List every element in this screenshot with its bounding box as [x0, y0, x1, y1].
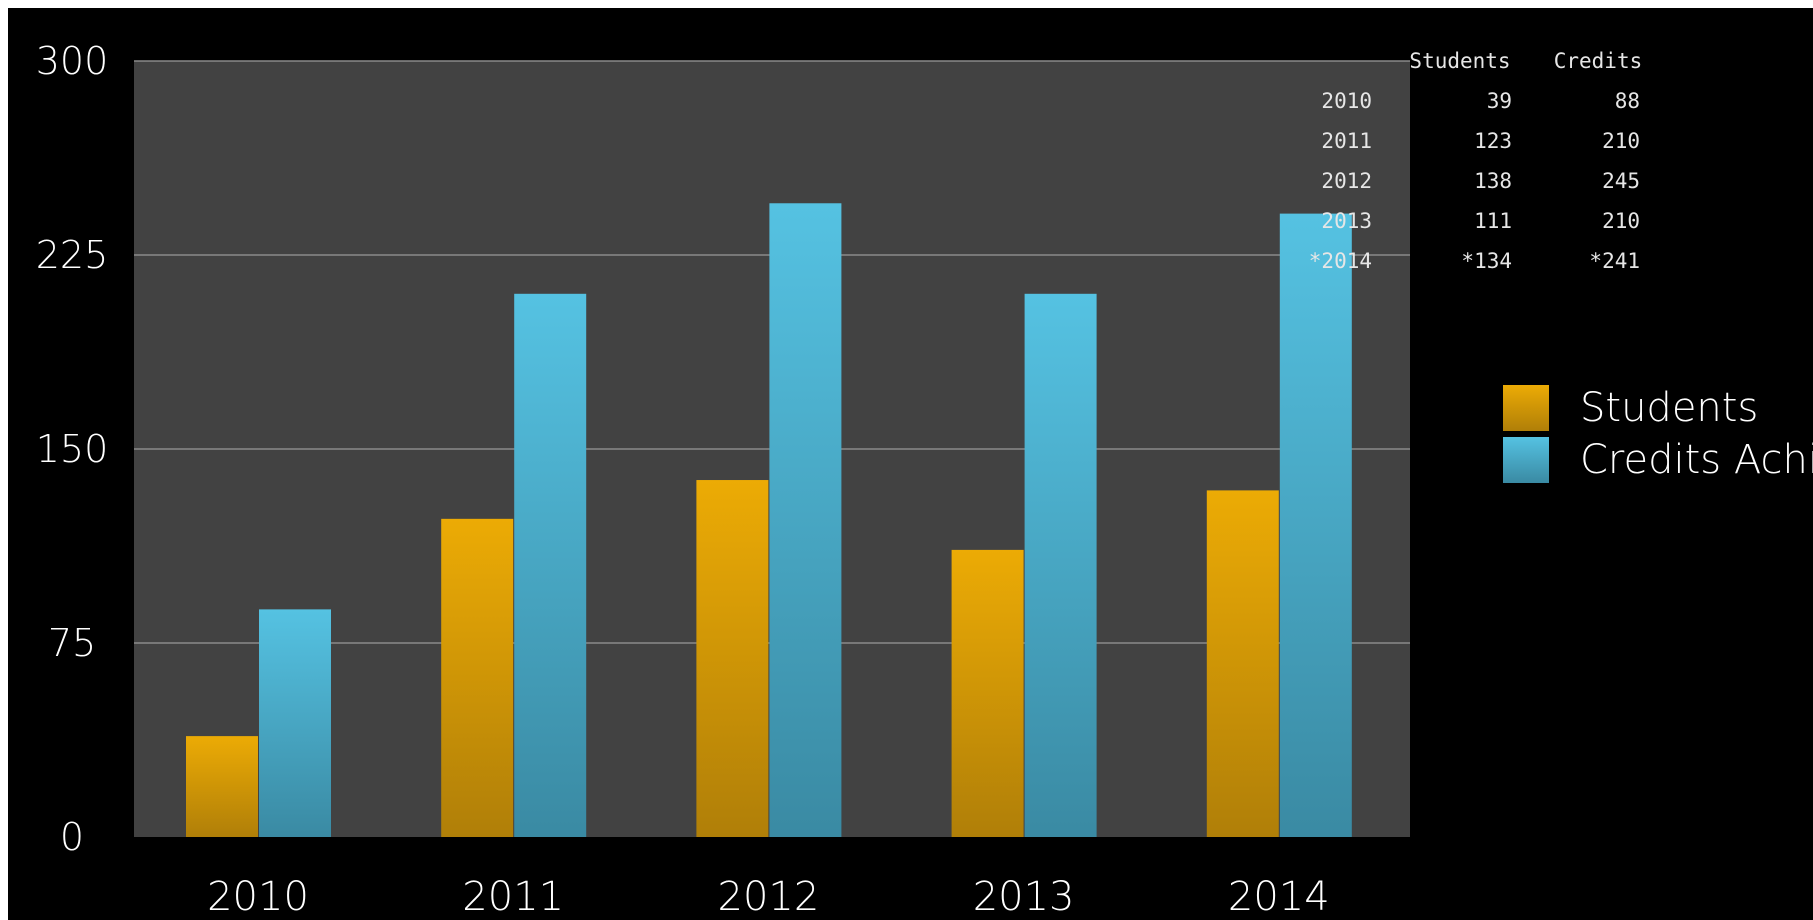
- bar-students-2012: [696, 480, 769, 837]
- table-cell-students: 39: [1487, 89, 1512, 113]
- table-cell-credits: 245: [1602, 169, 1640, 193]
- bar-credits-achi-2011: [514, 293, 587, 837]
- table-cell-students: 111: [1474, 209, 1512, 233]
- bar-students-2013: [951, 549, 1024, 837]
- table-row-label: 2013: [1321, 209, 1372, 233]
- table-cell-students: 123: [1474, 129, 1512, 153]
- bars: [186, 203, 1352, 837]
- bar-students-2010: [186, 736, 258, 837]
- table-row-label: *2014: [1309, 249, 1372, 273]
- x-tick-label: 2011: [462, 874, 564, 920]
- legend: Students Credits Achi: [1503, 385, 1813, 483]
- y-tick-label: 225: [36, 233, 109, 277]
- y-axis-tick-labels: 0 75 150 225 300: [36, 39, 109, 859]
- x-tick-label: 2013: [973, 874, 1075, 920]
- table-cell-credits: 210: [1602, 129, 1640, 153]
- legend-label: Credits Achi: [1580, 437, 1813, 483]
- y-tick-label: 75: [48, 621, 96, 665]
- table-cell-credits: 88: [1615, 89, 1640, 113]
- legend-swatch: [1503, 437, 1549, 483]
- table-cell-students: *134: [1461, 249, 1512, 273]
- table-cell-students: 138: [1474, 169, 1512, 193]
- data-table: Students Credits 2010 39 88 2011 123 210 2012 138…: [1309, 49, 1642, 273]
- y-tick-label: 300: [36, 39, 109, 83]
- bar-students-2014: [1206, 490, 1279, 837]
- x-tick-label: 2012: [718, 874, 820, 920]
- x-tick-label: 2014: [1228, 874, 1330, 920]
- bar-credits-achi-2012: [769, 203, 842, 837]
- table-header: Students: [1409, 49, 1510, 73]
- bar-credits-achi-2014: [1279, 213, 1352, 837]
- table-row-label: 2011: [1321, 129, 1372, 153]
- table-cell-credits: 210: [1602, 209, 1640, 233]
- table-row-label: 2012: [1321, 169, 1372, 193]
- bar-students-2011: [441, 518, 514, 837]
- legend-label: Students: [1580, 385, 1758, 431]
- x-tick-label: 2010: [207, 874, 309, 920]
- table-header: Credits: [1554, 49, 1643, 73]
- y-tick-label: 0: [60, 815, 84, 859]
- bar-credits-achi-2013: [1024, 293, 1097, 837]
- table-cell-credits: *241: [1589, 249, 1640, 273]
- y-tick-label: 150: [36, 427, 109, 471]
- table-row-label: 2010: [1321, 89, 1372, 113]
- legend-swatch: [1503, 385, 1549, 431]
- bar-credits-achi-2010: [259, 609, 331, 837]
- x-axis-tick-labels: 2010 2011 2012 2013 2014: [207, 874, 1330, 920]
